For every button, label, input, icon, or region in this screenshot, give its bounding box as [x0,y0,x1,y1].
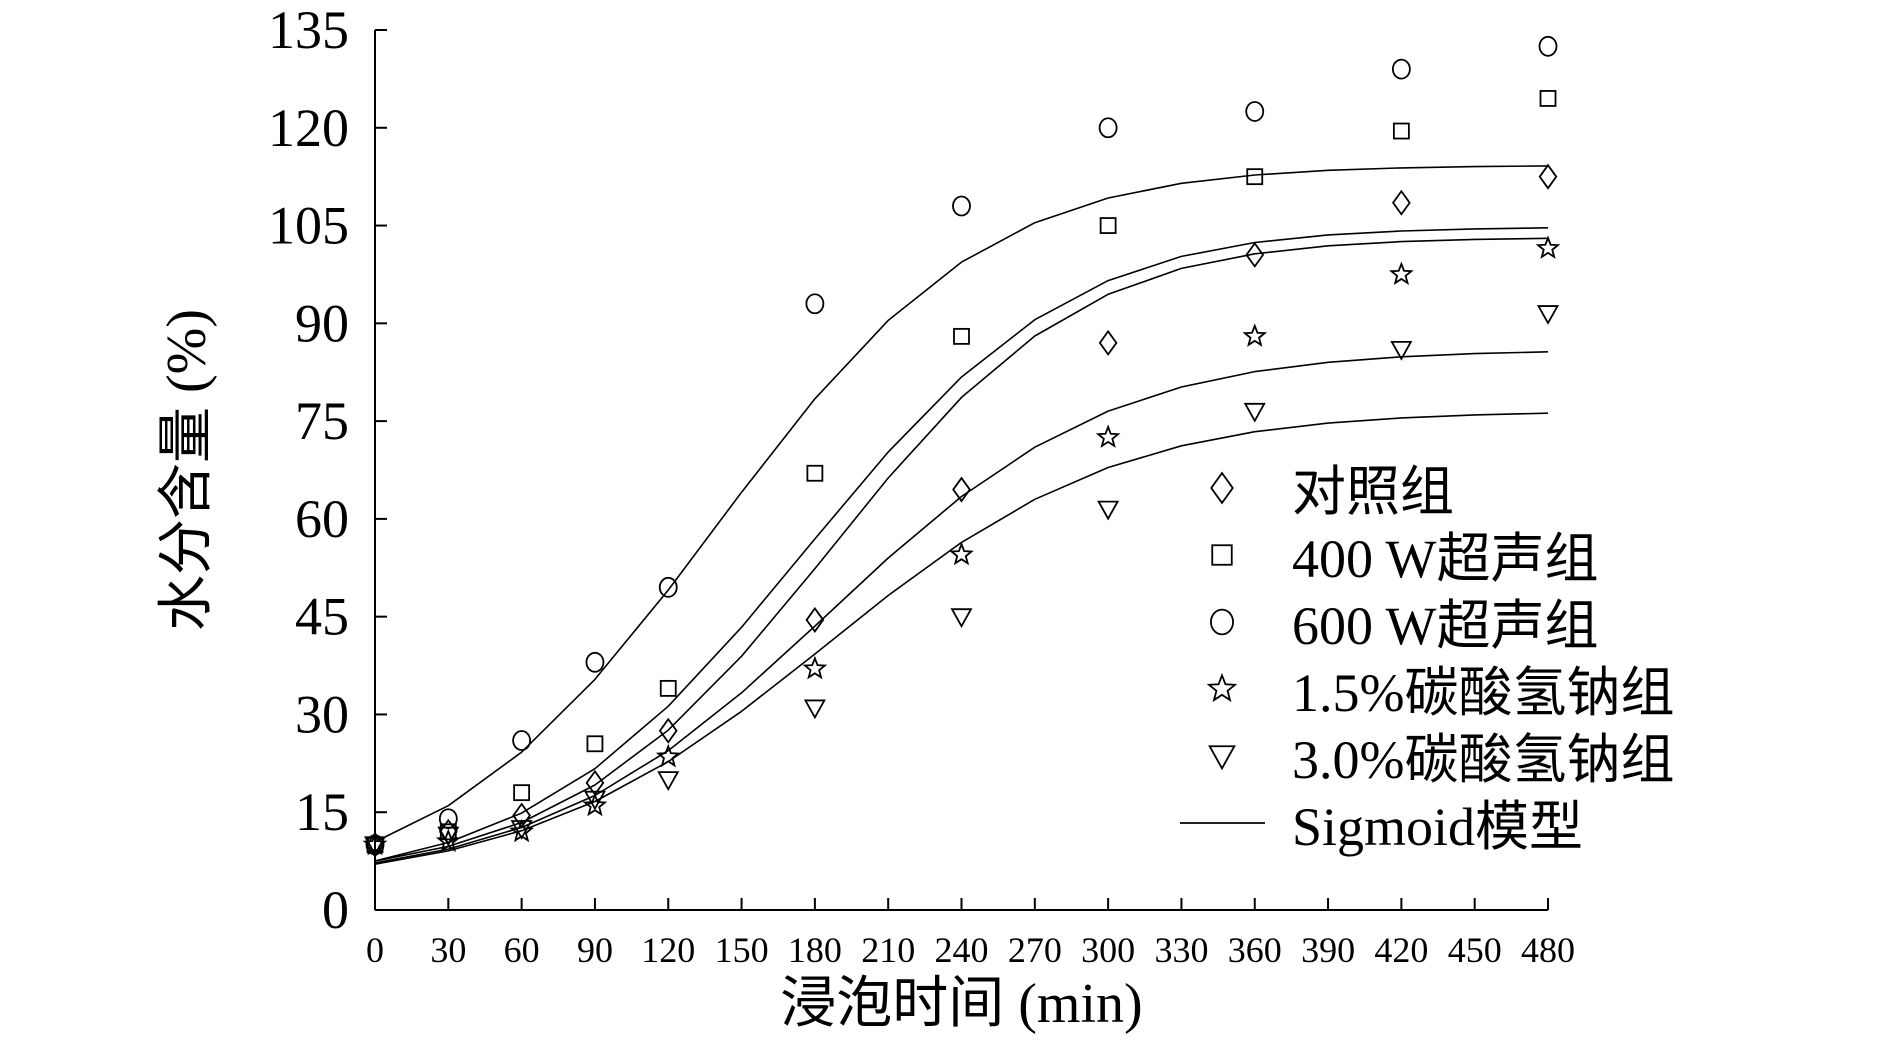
marker-diamond [952,476,971,503]
y-tick-label: 75 [295,391,349,451]
marker-triangle-down [1097,500,1120,521]
x-tick-label: 180 [788,930,842,970]
y-tick-label: 0 [322,880,349,940]
series-2 [365,35,1558,856]
y-axis-title: 水分含量 (%) [156,309,218,631]
x-tick-label: 360 [1228,930,1282,970]
legend-label: 对照组 [1292,462,1454,522]
marker-square [659,679,677,697]
marker-circle [1245,101,1265,122]
legend-label: Sigmoid模型 [1292,797,1583,857]
y-tick-label: 135 [268,0,349,60]
marker-square [513,784,531,802]
x-tick-label: 90 [577,930,613,970]
marker-star [1242,323,1268,347]
marker-triangle-down [1208,745,1236,771]
marker-diamond [1391,189,1411,216]
marker-circle [512,730,532,751]
series-4 [363,305,1560,857]
marker-square [806,464,824,482]
marker-diamond [1245,241,1265,268]
y-tick-label: 30 [295,684,349,744]
marker-triangle-down [583,790,606,811]
marker-diamond [1210,471,1234,505]
marker-triangle-down [510,820,533,840]
x-tick-label: 240 [935,930,989,970]
legend-label: 1.5%碳酸氢钠组 [1292,663,1674,723]
marker-star [949,541,974,566]
marker-star [1535,235,1561,259]
x-tick-label: 270 [1008,930,1062,970]
x-tick-label: 150 [715,930,769,970]
marker-circle [658,576,678,598]
fit-curve-0 [374,237,1549,862]
marker-square [586,735,604,753]
marker-diamond [658,717,678,744]
marker-triangle-down [803,699,826,720]
marker-circle [1210,608,1234,636]
marker-triangle-down [1536,305,1560,325]
y-tick-label: 120 [268,98,349,158]
marker-circle [805,293,825,315]
y-tick-label: 45 [295,587,349,647]
marker-square [1099,217,1117,234]
x-tick-label: 450 [1448,930,1502,970]
marker-star [1389,261,1414,285]
marker-square [953,327,970,345]
y-tick-label: 105 [268,196,349,256]
x-tick-label: 300 [1081,930,1135,970]
marker-square [1211,544,1233,566]
marker-triangle-down [1390,341,1413,361]
axes: 0 15 30 45 60 75 90 105 120 135 0 30 60 90 120 150 180 21… [268,0,1575,970]
marker-circle [1391,58,1411,80]
marker-triangle-down [1243,402,1266,423]
x-tick-label: 120 [641,930,695,970]
x-tick-label: 330 [1154,930,1208,970]
fit-curve-1 [374,227,1549,862]
x-tick-label: 420 [1374,930,1428,970]
marker-diamond [1098,329,1118,356]
x-tick-label: 60 [504,930,540,970]
x-tick-label: 390 [1301,930,1355,970]
marker-square [1246,168,1264,186]
legend: 对照组 400 W超声组 600 W超声组 1.5%碳酸氢钠组 3.0%碳酸氢钠组 Sig… [1180,462,1674,857]
marker-square [1392,122,1410,140]
marker-triangle-down [657,771,680,791]
y-tick-label: 15 [295,782,349,842]
marker-circle [952,195,971,217]
marker-star [1095,424,1121,448]
marker-star [655,743,681,768]
marker-star [1206,672,1238,703]
x-tick-label: 210 [861,930,915,970]
plot-area [362,35,1561,865]
legend-label: 600 W超声组 [1292,596,1599,656]
fit-curve-2 [374,165,1549,843]
marker-circle [585,651,605,673]
marker-triangle-down [950,608,973,629]
marker-diamond [1538,163,1558,190]
legend-label: 3.0%碳酸氢钠组 [1292,730,1674,790]
marker-circle [1538,35,1558,57]
x-axis-title: 浸泡时间 (min) [780,973,1142,1035]
marker-square [1539,90,1557,107]
legend-label: 400 W超声组 [1292,529,1599,589]
marker-diamond [512,802,532,829]
marker-circle [1098,117,1118,139]
x-tick-label: 480 [1521,930,1575,970]
x-tick-label: 0 [366,930,384,970]
marker-triangle-down [437,826,460,847]
marker-star [802,655,828,680]
marker-diamond [805,606,825,633]
fit-curve-3 [374,351,1549,864]
y-tick-label: 60 [295,489,349,549]
y-tick-label: 90 [295,293,349,353]
x-tick-label: 30 [430,930,466,970]
